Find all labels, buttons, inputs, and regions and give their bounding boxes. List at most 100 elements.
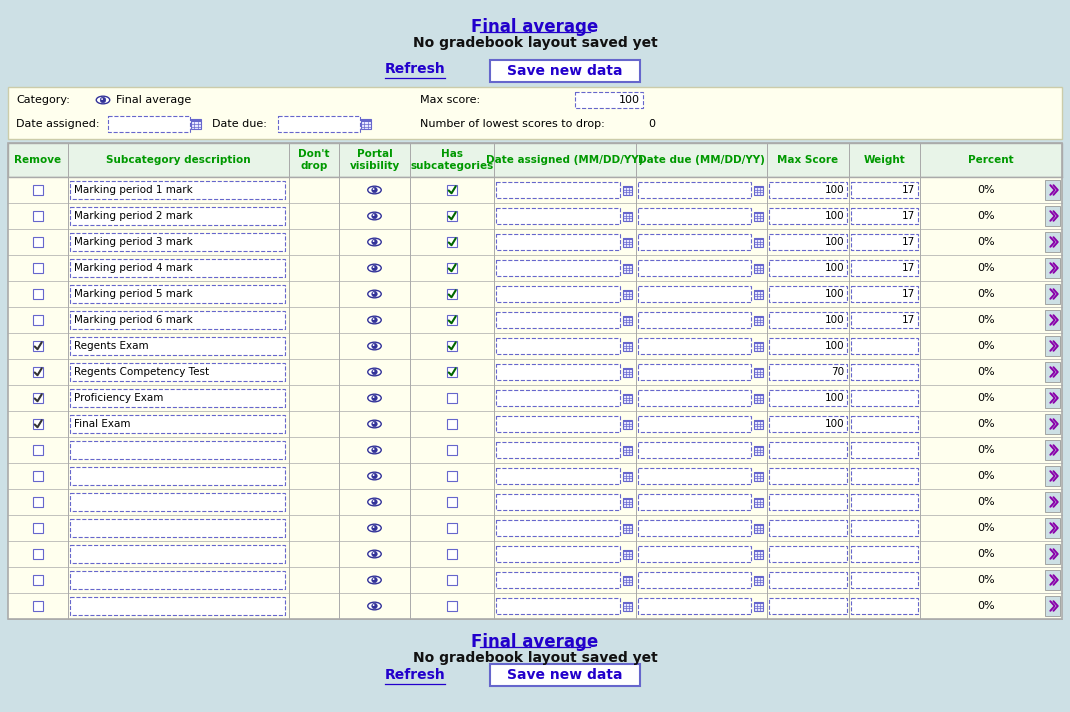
Bar xyxy=(496,546,620,562)
Bar xyxy=(7,437,1063,463)
Bar xyxy=(192,119,201,122)
Ellipse shape xyxy=(368,316,381,324)
Ellipse shape xyxy=(368,342,381,350)
Bar xyxy=(769,364,847,380)
Text: Regents Exam: Regents Exam xyxy=(74,341,149,351)
Bar xyxy=(638,416,751,432)
Bar xyxy=(753,211,763,221)
Bar xyxy=(769,208,847,224)
Bar xyxy=(70,337,285,355)
Text: 0%: 0% xyxy=(977,601,995,611)
Bar xyxy=(753,211,763,214)
Circle shape xyxy=(372,188,374,190)
Bar xyxy=(361,119,371,129)
Text: 0%: 0% xyxy=(977,185,995,195)
Bar xyxy=(753,550,763,558)
Bar xyxy=(753,290,763,292)
Bar xyxy=(496,364,620,380)
Text: Don't
drop: Don't drop xyxy=(299,150,330,171)
Bar xyxy=(7,333,1063,359)
Circle shape xyxy=(372,422,374,424)
Text: Percent: Percent xyxy=(968,155,1013,165)
Text: 0%: 0% xyxy=(977,523,995,533)
Bar xyxy=(33,575,43,585)
Text: 100: 100 xyxy=(620,95,640,105)
Text: 100: 100 xyxy=(824,393,844,403)
Bar xyxy=(623,342,631,350)
Text: Final average: Final average xyxy=(472,633,598,651)
Circle shape xyxy=(371,577,378,582)
Bar xyxy=(638,234,751,250)
Text: Refresh: Refresh xyxy=(384,668,445,682)
Circle shape xyxy=(371,473,378,478)
Bar xyxy=(33,471,43,481)
Bar xyxy=(361,119,371,122)
Bar xyxy=(623,186,631,188)
Bar xyxy=(447,393,457,403)
Bar xyxy=(638,494,751,510)
Bar xyxy=(33,393,43,403)
Bar xyxy=(7,87,1063,139)
Bar xyxy=(33,263,43,273)
Bar xyxy=(753,498,763,501)
Bar xyxy=(496,416,620,432)
Bar xyxy=(7,385,1063,411)
Circle shape xyxy=(371,239,378,245)
Ellipse shape xyxy=(368,472,381,480)
Text: Save new data: Save new data xyxy=(507,64,623,78)
Bar xyxy=(33,523,43,533)
Bar xyxy=(7,203,1063,229)
Bar xyxy=(490,60,640,82)
Bar xyxy=(638,338,751,354)
Text: Date assigned (MM/DD/YY): Date assigned (MM/DD/YY) xyxy=(486,155,644,165)
Bar xyxy=(851,468,918,484)
Bar xyxy=(753,602,763,610)
Bar xyxy=(769,286,847,302)
Bar xyxy=(753,471,763,474)
Bar xyxy=(623,394,631,396)
Bar xyxy=(638,182,751,198)
Bar xyxy=(7,359,1063,385)
Circle shape xyxy=(372,448,374,450)
Circle shape xyxy=(372,292,374,294)
Bar xyxy=(70,389,285,407)
Bar xyxy=(447,185,457,195)
Bar xyxy=(447,315,457,325)
Bar xyxy=(447,237,457,247)
Bar xyxy=(496,338,620,354)
Bar xyxy=(33,601,43,611)
Bar xyxy=(7,411,1063,437)
Bar xyxy=(447,289,457,299)
Bar xyxy=(623,419,631,429)
Text: Max Score: Max Score xyxy=(778,155,839,165)
Bar xyxy=(1045,388,1060,408)
Bar xyxy=(769,338,847,354)
Bar xyxy=(769,494,847,510)
Bar xyxy=(623,575,631,578)
Ellipse shape xyxy=(368,576,381,584)
Text: 0%: 0% xyxy=(977,445,995,455)
Text: Regents Competency Test: Regents Competency Test xyxy=(74,367,209,377)
Bar xyxy=(753,394,763,396)
Text: Marking period 3 mark: Marking period 3 mark xyxy=(74,237,193,247)
Text: Refresh: Refresh xyxy=(384,62,445,76)
Bar xyxy=(623,550,631,558)
Bar xyxy=(490,664,640,686)
Bar xyxy=(496,234,620,250)
Bar xyxy=(70,519,285,537)
Text: Max score:: Max score: xyxy=(421,95,480,105)
Circle shape xyxy=(371,343,378,349)
Bar xyxy=(7,143,1063,177)
Text: Marking period 1 mark: Marking period 1 mark xyxy=(74,185,193,195)
Bar xyxy=(7,567,1063,593)
Bar xyxy=(753,523,763,526)
Bar xyxy=(70,311,285,329)
Bar xyxy=(623,315,631,325)
Bar xyxy=(1045,258,1060,278)
Circle shape xyxy=(371,551,378,557)
Bar xyxy=(851,182,918,198)
Bar xyxy=(496,312,620,328)
Ellipse shape xyxy=(368,602,381,609)
Bar xyxy=(7,541,1063,567)
Text: Remove: Remove xyxy=(14,155,62,165)
